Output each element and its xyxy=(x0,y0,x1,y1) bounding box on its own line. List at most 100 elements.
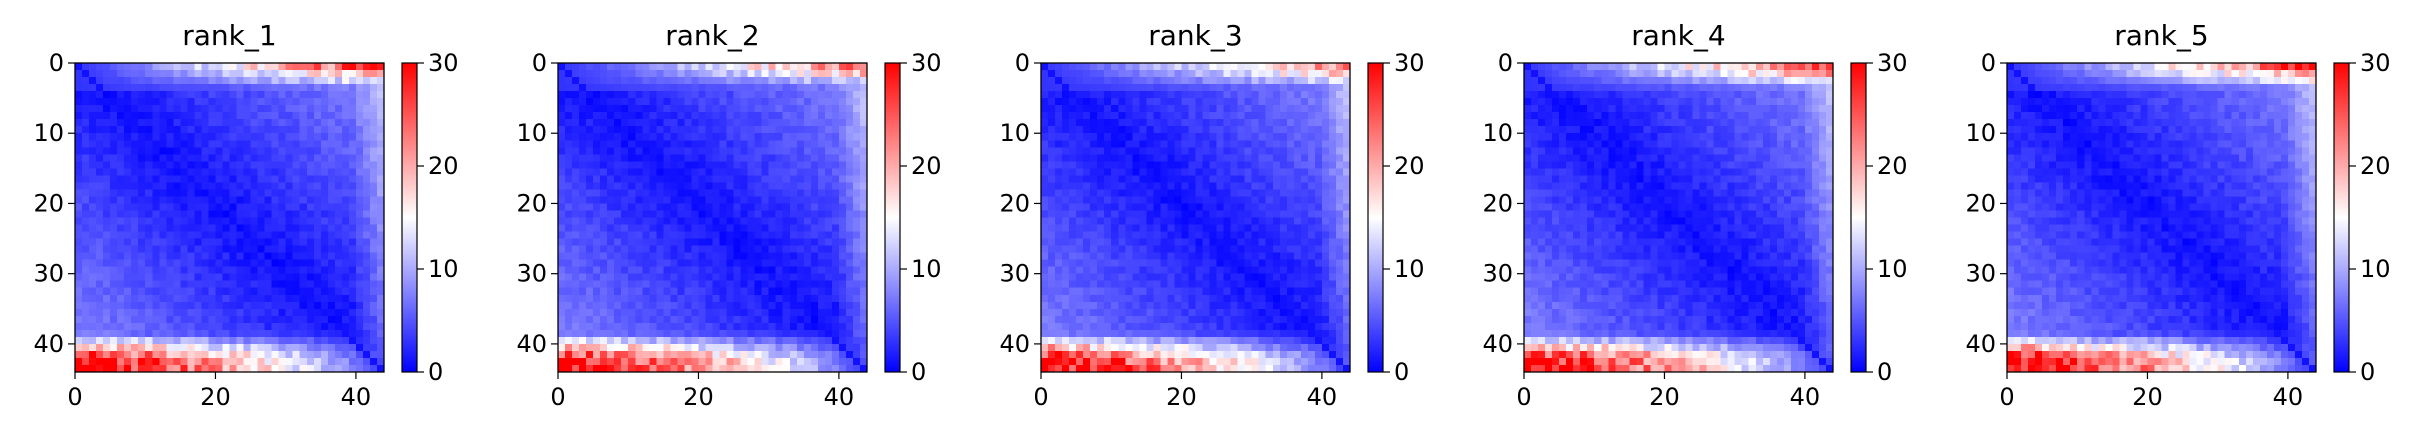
heatmap-cell xyxy=(712,245,720,254)
heatmap-cell xyxy=(579,322,587,331)
heatmap-cell xyxy=(166,343,174,352)
heatmap-cell xyxy=(1104,147,1112,155)
heatmap-cell xyxy=(138,294,146,303)
heatmap-cell xyxy=(166,133,174,141)
heatmap-cell xyxy=(96,119,104,127)
heatmap-cell xyxy=(145,301,153,310)
heatmap-cell xyxy=(656,203,664,211)
heatmap-cell xyxy=(1216,63,1224,71)
heatmap-cell xyxy=(705,224,713,232)
heatmap-cell xyxy=(635,70,643,78)
heatmap-cell xyxy=(621,175,629,183)
heatmap-cell xyxy=(1118,147,1126,155)
heatmap-cell xyxy=(159,217,167,225)
heatmap-cell xyxy=(327,203,336,211)
heatmap-cell xyxy=(1335,98,1344,106)
heatmap-cell xyxy=(117,238,125,246)
heatmap-cell xyxy=(1097,84,1105,92)
heatmap-cell xyxy=(1076,189,1084,197)
heatmap-cell xyxy=(82,350,90,359)
heatmap-cell xyxy=(628,210,636,218)
heatmap-cell xyxy=(817,189,826,197)
heatmap-cell xyxy=(1342,98,1351,106)
heatmap-cell xyxy=(614,329,622,338)
heatmap-cell xyxy=(1097,63,1105,71)
heatmap-cell xyxy=(201,336,209,345)
heatmap-cell xyxy=(103,329,111,338)
heatmap-cell xyxy=(362,70,371,78)
heatmap-cell xyxy=(243,245,251,254)
heatmap-cell xyxy=(1237,91,1246,99)
heatmap-cell xyxy=(600,357,608,366)
heatmap-cell xyxy=(796,315,805,324)
heatmap-cell xyxy=(586,357,594,366)
heatmap-cell xyxy=(320,364,329,373)
heatmap-cell xyxy=(1048,224,1056,232)
heatmap-cell xyxy=(313,252,322,261)
heatmap-cell xyxy=(628,357,636,366)
heatmap-cell xyxy=(334,357,343,366)
heatmap-cell xyxy=(1300,196,1309,204)
heatmap-cell xyxy=(642,245,650,254)
heatmap-cell xyxy=(859,252,868,261)
heatmap-cell xyxy=(110,308,118,317)
heatmap-cell xyxy=(1279,182,1288,190)
heatmap-cell xyxy=(187,217,195,225)
heatmap-cell xyxy=(775,280,784,289)
heatmap-cell xyxy=(180,266,188,275)
heatmap-cell xyxy=(1209,210,1217,218)
heatmap-cell xyxy=(327,245,336,254)
heatmap-cell xyxy=(1335,203,1344,211)
heatmap-cell xyxy=(782,364,791,373)
heatmap-cell xyxy=(327,357,336,366)
heatmap-cell xyxy=(250,147,258,155)
heatmap-cell xyxy=(747,126,756,134)
heatmap-cell xyxy=(1272,196,1281,204)
heatmap-cell xyxy=(810,273,819,282)
heatmap-cell xyxy=(1146,84,1154,92)
heatmap-cell xyxy=(1209,189,1217,197)
heatmap-cell xyxy=(131,273,139,282)
heatmap-cell xyxy=(292,308,301,317)
heatmap-cell xyxy=(194,154,202,162)
heatmap-cell xyxy=(285,238,294,246)
heatmap-cell xyxy=(1167,168,1175,176)
heatmap-cell xyxy=(327,259,336,268)
heatmap-cell xyxy=(341,350,350,359)
heatmap-cell xyxy=(1244,168,1253,176)
heatmap-cell xyxy=(292,224,301,232)
heatmap-cell xyxy=(89,63,97,71)
heatmap-cell xyxy=(1146,105,1154,113)
heatmap-cell xyxy=(159,84,167,92)
heatmap-cell xyxy=(355,259,364,268)
heatmap-cell xyxy=(348,245,357,254)
heatmap-cell xyxy=(117,203,125,211)
heatmap-cell xyxy=(607,140,615,148)
heatmap-cell xyxy=(187,224,195,232)
heatmap-cell xyxy=(677,203,685,211)
heatmap-cell xyxy=(831,112,840,120)
heatmap-cell xyxy=(180,280,188,289)
heatmap-cell xyxy=(726,98,734,106)
heatmap-cell xyxy=(1237,210,1246,218)
heatmap-cell xyxy=(754,189,763,197)
heatmap-cell xyxy=(1244,147,1253,155)
heatmap-cell xyxy=(278,63,287,71)
heatmap-cell xyxy=(320,203,329,211)
heatmap-cell xyxy=(642,273,650,282)
heatmap-cell xyxy=(1181,147,1189,155)
heatmap-cell xyxy=(194,182,202,190)
heatmap-cell xyxy=(642,322,650,331)
heatmap-cell xyxy=(845,329,854,338)
heatmap-cell xyxy=(82,189,90,197)
heatmap-cell xyxy=(110,161,118,169)
heatmap-cell xyxy=(222,280,230,289)
heatmap-cell xyxy=(355,161,364,169)
heatmap-cell xyxy=(838,203,847,211)
heatmap-cell xyxy=(341,189,350,197)
heatmap-cell xyxy=(740,161,749,169)
heatmap-cell xyxy=(691,189,699,197)
heatmap-cell xyxy=(845,168,854,176)
heatmap-cell xyxy=(1251,70,1260,78)
heatmap-cell xyxy=(320,273,329,282)
